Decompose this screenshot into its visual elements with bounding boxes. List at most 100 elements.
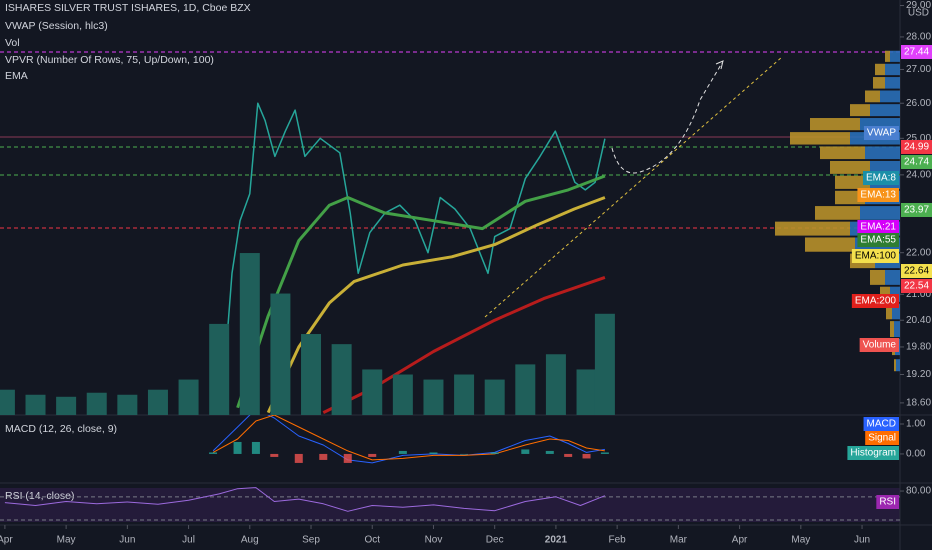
x-tick-label: May	[57, 535, 76, 546]
y-tick-label: 24.00	[906, 169, 931, 180]
histogram-bar	[368, 453, 377, 457]
price-tag	[863, 417, 899, 431]
rsi-band-fill	[0, 488, 900, 522]
profile-bar	[892, 303, 900, 320]
volume-bar	[117, 394, 138, 415]
histogram-bar	[270, 453, 279, 457]
y-tick-label: 26.00	[906, 98, 931, 109]
pane	[0, 253, 615, 415]
drawings	[0, 51, 900, 318]
price-tag	[857, 220, 899, 234]
profile-bar	[810, 118, 860, 131]
legend-text: RSI (14, close)	[5, 490, 74, 502]
volume-bar	[331, 344, 352, 415]
x-tick-label: Jun	[854, 535, 870, 546]
x-tick-label: Apr	[0, 535, 13, 546]
volume-bar	[423, 379, 444, 415]
price-tag-label: 27.44	[904, 47, 929, 58]
y-tick-label: 25.00	[906, 133, 931, 144]
profile-bar	[896, 359, 900, 372]
volume-bar	[178, 379, 199, 415]
profile-bar	[873, 77, 885, 89]
price-tag-label: EMA:13	[860, 190, 896, 201]
profile-bar	[775, 221, 850, 236]
price-tag-label: 22.64	[904, 266, 929, 277]
profile-bar	[875, 63, 885, 76]
histogram-bar	[582, 453, 591, 459]
profile-bar	[835, 175, 870, 189]
volume-bar	[86, 392, 107, 415]
histogram-bar	[521, 449, 530, 454]
price-tag-label: MACD	[867, 419, 896, 430]
y-tick-label: 29.00	[906, 0, 931, 11]
volume-bar	[454, 374, 475, 415]
x-tick-label: Jun	[119, 535, 135, 546]
price-tag-label: 24.74	[904, 157, 929, 168]
price-tag-label: EMA:8	[866, 173, 896, 184]
price-tag	[863, 126, 899, 140]
histogram-bar	[564, 453, 573, 457]
y-tick-label: 19.20	[906, 369, 931, 380]
price-tag-label: EMA:55	[860, 235, 896, 246]
histogram-bar	[398, 450, 407, 454]
series-line	[266, 196, 606, 414]
projection-arrow	[611, 62, 723, 174]
legend-text: EMA	[5, 70, 28, 82]
price-tag	[862, 171, 899, 185]
arrow-head	[715, 60, 724, 70]
x-tick-label: Aug	[241, 535, 259, 546]
x-tick-label: Oct	[364, 535, 380, 546]
series-line	[214, 102, 606, 404]
profile-bar	[790, 132, 850, 145]
price-tag	[851, 294, 899, 308]
y-tick-label: 21.00	[906, 289, 931, 300]
pane	[209, 415, 609, 464]
profile-bar	[886, 303, 892, 320]
profile-bar	[870, 160, 900, 174]
legend-text: VPVR (Number Of Rows, 75, Up/Down, 100)	[5, 54, 214, 66]
histogram-bar	[600, 452, 609, 454]
price-tag-label: EMA:200	[855, 296, 897, 307]
profile-bar	[805, 237, 855, 252]
price-tag	[901, 140, 932, 154]
price-tag-label: RSI	[879, 497, 896, 508]
price-tag-label: EMA:100	[855, 251, 897, 262]
y-tick-label: 19.80	[906, 342, 931, 353]
x-tick-label: Apr	[732, 535, 748, 546]
volume-bar	[0, 389, 15, 415]
volume-bar	[301, 334, 322, 415]
x-tick-label: Mar	[670, 535, 688, 546]
price-tag	[847, 446, 899, 460]
x-tick-label: Dec	[486, 535, 504, 546]
y-tick-label: 80.00	[906, 486, 931, 497]
price-tag-label: Histogram	[850, 448, 896, 459]
profile-bar	[885, 269, 900, 285]
profile-bar	[885, 50, 890, 62]
y-tick-label: 28.00	[906, 32, 931, 43]
x-tick-label: May	[791, 535, 810, 546]
currency-label: USD	[908, 8, 929, 19]
volume-bar	[270, 293, 291, 415]
volume-bar	[576, 369, 597, 415]
price-tag	[901, 45, 932, 59]
legend-text: Vol	[5, 37, 20, 49]
price-tag	[851, 249, 899, 263]
y-tick-label: 0.00	[906, 449, 926, 460]
legend-text: ISHARES SILVER TRUST ISHARES, 1D, Cboe B…	[5, 2, 251, 14]
profile-bar	[870, 104, 900, 117]
histogram-bar	[233, 441, 242, 454]
profile-bar	[894, 359, 896, 372]
profile-bar	[870, 269, 885, 285]
volume-bar	[515, 364, 536, 415]
price-tag	[901, 155, 932, 169]
volume-bar	[594, 313, 615, 415]
volume-bar	[545, 354, 566, 415]
x-tick-label: Sep	[302, 535, 320, 546]
y-tick-label: 1.00	[906, 419, 926, 430]
histogram-bar	[460, 453, 469, 455]
profile-bar	[885, 63, 900, 76]
histogram-bar	[294, 453, 303, 463]
profile-bar	[865, 146, 900, 160]
x-tick-label: Feb	[609, 535, 627, 546]
